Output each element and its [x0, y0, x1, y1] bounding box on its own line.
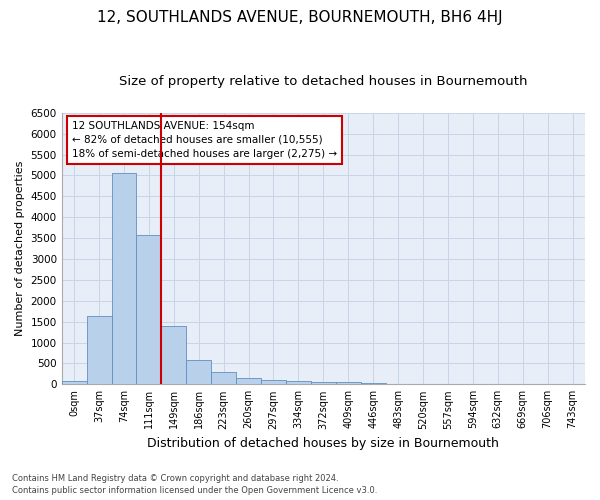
Text: 12 SOUTHLANDS AVENUE: 154sqm
← 82% of detached houses are smaller (10,555)
18% o: 12 SOUTHLANDS AVENUE: 154sqm ← 82% of de… — [72, 121, 337, 159]
X-axis label: Distribution of detached houses by size in Bournemouth: Distribution of detached houses by size … — [148, 437, 499, 450]
Bar — [336, 382, 361, 384]
Bar — [186, 360, 211, 384]
Bar — [112, 173, 136, 384]
Text: 12, SOUTHLANDS AVENUE, BOURNEMOUTH, BH6 4HJ: 12, SOUTHLANDS AVENUE, BOURNEMOUTH, BH6 … — [97, 10, 503, 25]
Bar — [136, 235, 161, 384]
Bar — [361, 383, 386, 384]
Bar — [261, 380, 286, 384]
Text: Contains HM Land Registry data © Crown copyright and database right 2024.
Contai: Contains HM Land Registry data © Crown c… — [12, 474, 377, 495]
Bar — [86, 316, 112, 384]
Title: Size of property relative to detached houses in Bournemouth: Size of property relative to detached ho… — [119, 75, 527, 88]
Y-axis label: Number of detached properties: Number of detached properties — [15, 161, 25, 336]
Bar — [62, 381, 86, 384]
Bar — [311, 382, 336, 384]
Bar — [161, 326, 186, 384]
Bar — [286, 382, 311, 384]
Bar — [211, 372, 236, 384]
Bar — [236, 378, 261, 384]
